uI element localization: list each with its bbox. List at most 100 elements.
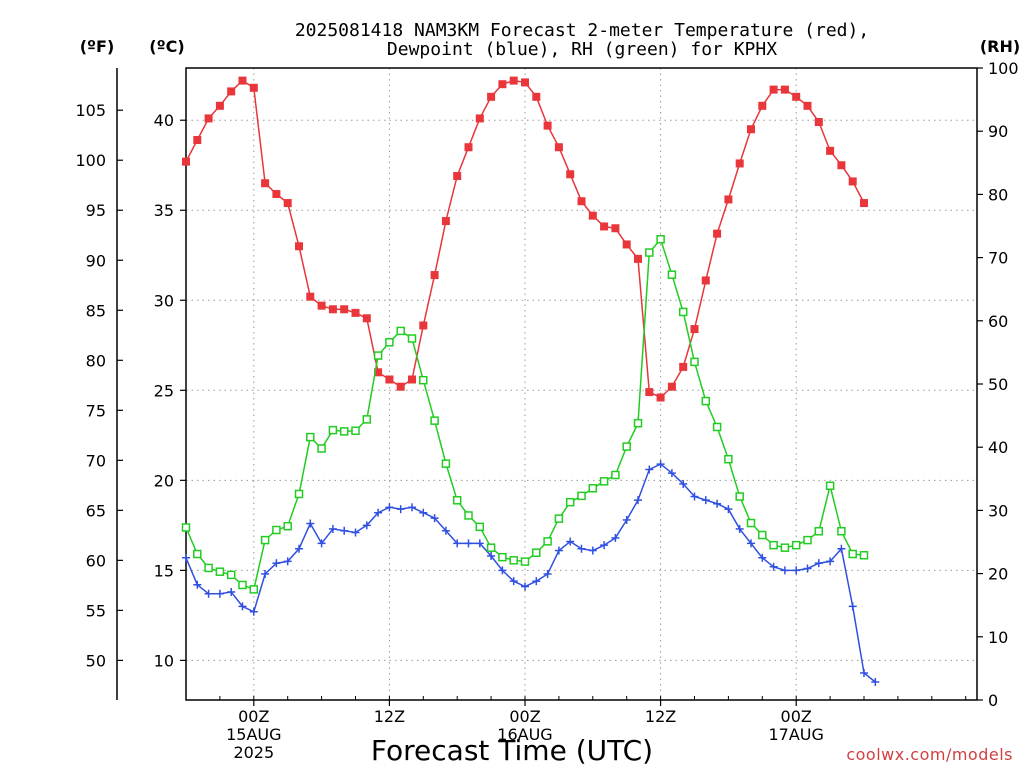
rh-point bbox=[667, 270, 677, 279]
temperature-point bbox=[577, 197, 586, 206]
temperature-point bbox=[193, 136, 202, 145]
dewpoint-point bbox=[814, 559, 823, 568]
rh-point bbox=[385, 338, 394, 347]
dewpoint-point bbox=[182, 553, 190, 562]
dewpoint-point bbox=[362, 521, 371, 530]
temperature-point bbox=[340, 305, 349, 314]
dewpoint-point bbox=[215, 589, 224, 598]
dewpoint-point bbox=[374, 508, 383, 517]
rh-point bbox=[498, 552, 507, 562]
temperature-point bbox=[430, 271, 439, 280]
fahrenheit-tick-label: 65 bbox=[86, 501, 106, 520]
rh-point bbox=[238, 580, 247, 590]
fahrenheit-tick-label: 70 bbox=[86, 451, 106, 470]
rh-tick-label: 50 bbox=[988, 375, 1008, 394]
temperature-point bbox=[554, 143, 563, 152]
rh-point bbox=[690, 357, 699, 367]
temperature-point bbox=[679, 362, 688, 371]
dewpoint-point bbox=[283, 557, 292, 566]
rh-point bbox=[735, 492, 744, 501]
dewpoint-point bbox=[826, 557, 835, 566]
dewpoint-point bbox=[487, 551, 496, 560]
temperature-point bbox=[182, 157, 190, 166]
dewpoint-point bbox=[622, 515, 631, 524]
rh-tick-label: 100 bbox=[988, 59, 1019, 78]
dewpoint-point bbox=[667, 469, 676, 478]
temperature-point bbox=[215, 101, 224, 110]
dewpoint-point bbox=[803, 564, 812, 573]
dewpoint-point bbox=[328, 524, 337, 533]
rh-point bbox=[837, 527, 846, 536]
rh-point bbox=[430, 416, 439, 425]
chart-title-line: 2025081418 NAM3KM Forecast 2-meter Tempe… bbox=[295, 20, 869, 41]
rh-point bbox=[724, 454, 733, 464]
x-tick-label: 00Z bbox=[509, 707, 540, 726]
dewpoint-point bbox=[780, 566, 789, 575]
temperature-point bbox=[317, 301, 326, 310]
temperature-point bbox=[204, 114, 213, 123]
temperature-point bbox=[814, 118, 823, 127]
temperature-point bbox=[837, 161, 846, 170]
temperature-point bbox=[283, 199, 292, 208]
axes-ticks: 1015202530354050556065707580859095100105… bbox=[75, 59, 1018, 762]
dewpoint-point bbox=[193, 580, 202, 589]
temperature-point bbox=[475, 114, 484, 123]
dewpoint-point bbox=[419, 508, 428, 517]
rh-point bbox=[215, 567, 225, 576]
dewpoint-point bbox=[701, 496, 710, 505]
fahrenheit-tick-label: 100 bbox=[75, 151, 106, 170]
rh-point bbox=[204, 563, 213, 573]
dewpoint-point bbox=[600, 541, 609, 550]
rh-point bbox=[780, 543, 790, 552]
rh-point bbox=[565, 497, 575, 507]
dewpoint-point bbox=[441, 526, 450, 535]
celsius-tick-label: 10 bbox=[154, 651, 174, 670]
temperature-point bbox=[747, 125, 755, 134]
temperature-point bbox=[645, 388, 654, 397]
dewpoint-point bbox=[509, 577, 518, 586]
celsius-tick-label: 15 bbox=[154, 561, 174, 580]
temperature-point bbox=[543, 121, 552, 130]
dewpoint-point bbox=[385, 503, 394, 512]
rh-point bbox=[645, 248, 654, 257]
dewpoint-point bbox=[577, 544, 586, 553]
temperature-point bbox=[566, 170, 575, 179]
celsius-unit-label: (ºC) bbox=[149, 37, 184, 56]
dewpoint-point bbox=[204, 589, 213, 598]
x-tick-label: 2025 bbox=[233, 743, 274, 762]
temperature-point bbox=[453, 172, 462, 181]
dewpoint-point bbox=[272, 559, 281, 568]
temperature-point bbox=[441, 217, 450, 226]
fahrenheit-tick-label: 105 bbox=[75, 101, 106, 120]
dewpoint-point bbox=[724, 505, 733, 514]
x-tick-label: 00Z bbox=[238, 707, 269, 726]
celsius-tick-label: 35 bbox=[154, 201, 174, 220]
rh-point bbox=[396, 326, 405, 336]
rh-point bbox=[532, 548, 541, 557]
rh-point bbox=[678, 307, 688, 317]
fahrenheit-unit-label: (ºF) bbox=[80, 37, 115, 56]
rh-point bbox=[859, 551, 869, 560]
rh-point bbox=[622, 442, 631, 451]
rh-tick-label: 10 bbox=[988, 628, 1008, 647]
dewpoint-point bbox=[408, 503, 416, 512]
rh-tick-label: 60 bbox=[988, 312, 1008, 331]
rh-point bbox=[599, 477, 609, 486]
x-tick-label: 15AUG bbox=[226, 725, 281, 744]
x-tick-label: 16AUG bbox=[497, 725, 552, 744]
temperature-point bbox=[498, 80, 507, 89]
fahrenheit-tick-label: 75 bbox=[86, 401, 106, 420]
dewpoint-point bbox=[351, 528, 360, 537]
dewpoint-point bbox=[848, 602, 857, 611]
temperature-point bbox=[295, 242, 303, 251]
dewpoint-point bbox=[295, 544, 303, 553]
rh-tick-label: 0 bbox=[988, 691, 998, 710]
temperature-point bbox=[374, 368, 383, 377]
rh-tick-label: 30 bbox=[988, 501, 1008, 520]
rh-point bbox=[554, 514, 564, 523]
dewpoint-point bbox=[860, 668, 868, 677]
rh-point bbox=[712, 422, 722, 432]
rh-point bbox=[294, 489, 304, 499]
credit-text: coolwx.com/models bbox=[846, 745, 1013, 764]
dewpoint-point bbox=[837, 544, 846, 553]
